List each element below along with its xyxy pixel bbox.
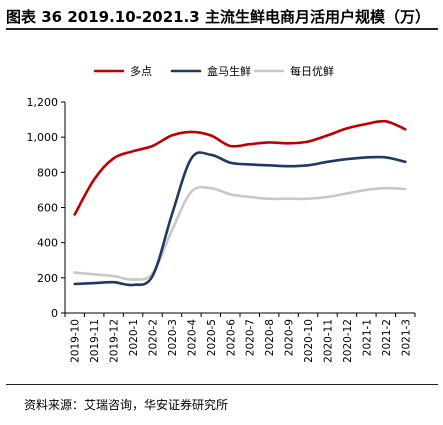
x-tick-label: 2019-12 bbox=[109, 319, 121, 363]
y-tick-label: 1,000 bbox=[27, 131, 59, 144]
x-tick-label: 2020-9 bbox=[284, 319, 296, 356]
x-tick-label: 2019-11 bbox=[89, 319, 101, 363]
x-tick-label: 2020-12 bbox=[342, 319, 354, 363]
legend-label-3: 每日优鲜 bbox=[290, 64, 334, 78]
y-tick-label: 1,200 bbox=[27, 96, 59, 109]
x-tick-label: 2020-8 bbox=[264, 319, 276, 356]
source-divider bbox=[6, 384, 438, 385]
series-line-2 bbox=[73, 151, 407, 287]
x-tick-label: 2021-1 bbox=[361, 319, 373, 356]
x-tick-label: 2020-10 bbox=[303, 319, 315, 363]
y-tick-label: 200 bbox=[37, 272, 58, 285]
y-tick-label: 0 bbox=[51, 307, 58, 320]
legend-label-1: 多点 bbox=[130, 64, 152, 78]
x-tick-label: 2020-6 bbox=[225, 319, 237, 357]
x-tick-label: 2020-3 bbox=[167, 319, 179, 356]
source-note: 资料来源：艾瑞咨询，华安证券研究所 bbox=[24, 398, 229, 412]
y-tick-label: 600 bbox=[37, 202, 58, 215]
x-tick-label: 2020-1 bbox=[128, 319, 140, 356]
x-tick-label: 2021-2 bbox=[381, 319, 393, 356]
line-chart: 0 200 400 600 800 1,000 1,200 2019-10 2019-11 201… bbox=[27, 64, 416, 363]
y-tick-label: 800 bbox=[37, 166, 58, 179]
x-tick-label: 2020-7 bbox=[245, 319, 257, 356]
x-tick-label: 2020-2 bbox=[148, 319, 160, 356]
series-line-1 bbox=[73, 119, 407, 216]
x-tick-label: 2020-11 bbox=[323, 319, 335, 363]
y-tick-label: 400 bbox=[37, 237, 58, 250]
x-tick-label: 2020-4 bbox=[186, 319, 198, 357]
x-tick-label: 2021-3 bbox=[400, 319, 412, 356]
figure-title: 图表 36 2019.10-2021.3 主流生鲜电商月活用户规模（万） bbox=[6, 6, 438, 30]
x-tick-label: 2020-5 bbox=[206, 319, 218, 356]
x-tick-label: 2019-10 bbox=[70, 319, 82, 363]
legend-label-2: 盒马生鲜 bbox=[207, 64, 251, 78]
series-line-3 bbox=[73, 185, 407, 281]
